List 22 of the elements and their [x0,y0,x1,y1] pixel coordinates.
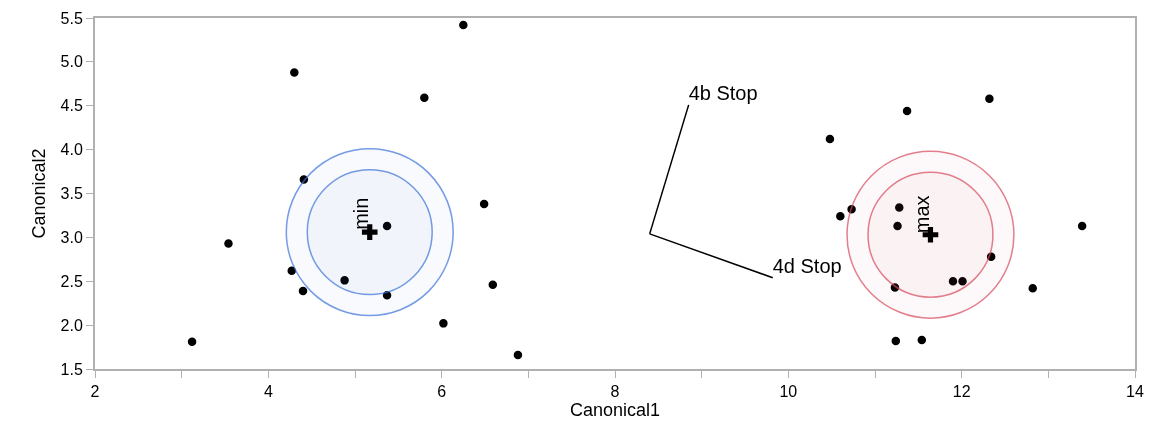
y-tick-label: 4.0 [60,141,83,159]
y-tick-label: 5.5 [60,9,83,27]
annotation: min [349,197,372,230]
y-tick-label: 3.0 [60,228,83,246]
x-tick-label: 4 [263,383,273,401]
x-axis-title: Canonical1 [569,400,661,421]
y-tick-label: 2.5 [60,272,83,290]
y-axis-title: Canonical2 [29,148,50,239]
x-tick-label: 14 [1126,383,1144,401]
series-label: 4d Stop [772,254,842,277]
y-tick-label: 3.5 [60,185,83,203]
x-tick-label: 10 [779,383,798,401]
y-tick-label: 4.5 [60,97,83,115]
y-tick-label: 2.0 [60,316,83,334]
annotation: max [910,195,933,234]
x-tick-label: 12 [952,383,971,401]
series-label: 4b Stop [688,81,758,104]
x-tick-label: 8 [610,383,620,401]
y-tick-label: 1.5 [60,360,83,378]
x-tick-label: 2 [90,383,100,401]
y-tick-label: 5.0 [60,53,83,71]
x-tick-label: 6 [437,383,447,401]
